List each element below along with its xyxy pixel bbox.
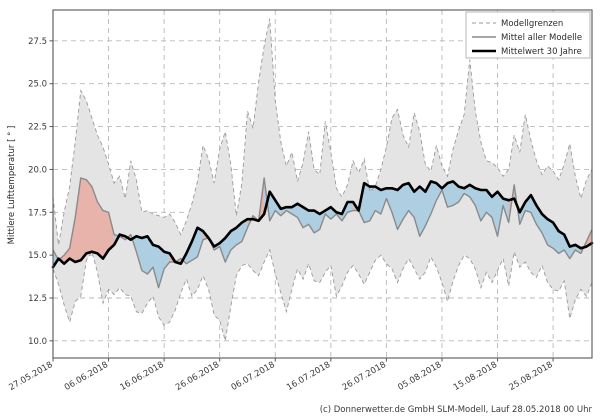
anomaly-fill-cold [208, 215, 254, 262]
y-tick-label: 12.5 [28, 294, 47, 304]
anomaly-fill-cold [358, 181, 515, 237]
y-tick-label: 15.0 [28, 251, 47, 261]
legend-label: Mittel aller Modelle [501, 33, 582, 43]
axes-frame [52, 9, 593, 359]
y-tick-label: 27.5 [28, 37, 47, 47]
y-tick-label: 22.5 [28, 123, 47, 133]
anomaly-fill-cold [264, 178, 359, 233]
chart-legend: Modellgrenzen Mittel aller Modelle Mittelw… [465, 11, 591, 59]
y-axis-title: Mittlere Lufttemperatur [ ° ] [7, 126, 17, 245]
y-tick-label: 10.0 [28, 337, 47, 347]
y-tick-label: 25.0 [28, 80, 47, 90]
model-mean-polyline [52, 177, 593, 289]
legend-label: Modellgrenzen [501, 19, 563, 29]
climatology-line [51, 180, 594, 269]
climatology-polyline [51, 180, 594, 269]
lower-limit-line [52, 248, 593, 341]
anomaly-fill-warm [58, 178, 120, 264]
y-axis-ticks: 10.0 12.5 15.0 17.5 20.0 22.5 25.0 27.5 [28, 37, 53, 347]
model-limit-lines [52, 18, 593, 341]
model-mean-line [52, 177, 593, 289]
legend-label: Mittelwert 30 Jahre [501, 47, 582, 57]
copyright-footer: (c) Donnerwetter.de GmbH SLM-Modell, Lau… [320, 405, 593, 415]
plot-frame [52, 9, 593, 359]
upper-limit-line [52, 18, 593, 245]
y-tick-label: 20.0 [28, 165, 47, 175]
anomaly-fill-cold [130, 234, 176, 288]
y-tick-label: 17.5 [28, 208, 47, 218]
anomaly-fill-cold [180, 227, 209, 264]
